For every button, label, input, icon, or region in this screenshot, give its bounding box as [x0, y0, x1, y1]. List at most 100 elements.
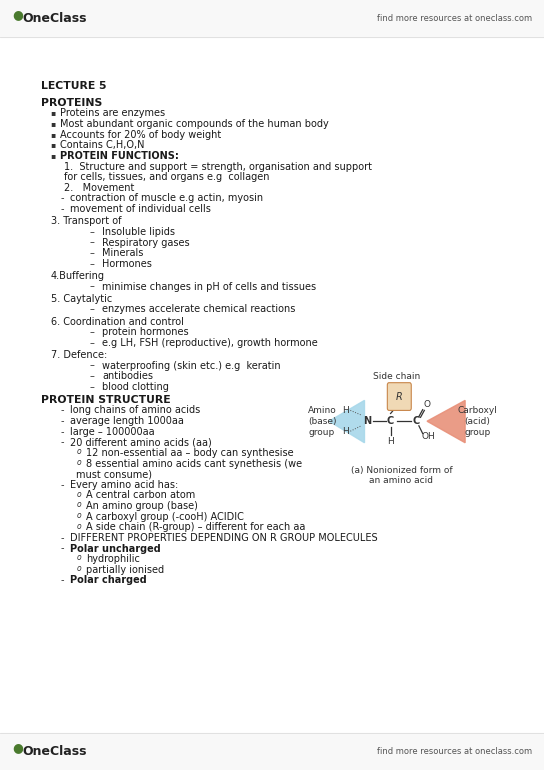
Text: movement of individual cells: movement of individual cells [70, 204, 211, 214]
Text: R: R [396, 392, 403, 401]
Text: ▪: ▪ [51, 129, 55, 139]
Text: protein hormones: protein hormones [102, 327, 189, 337]
Text: Side chain: Side chain [374, 372, 421, 381]
Text: –: – [90, 227, 95, 237]
Text: o: o [76, 511, 81, 520]
Text: antibodies: antibodies [102, 371, 153, 381]
Text: Every amino acid has:: Every amino acid has: [70, 480, 178, 490]
Text: -: - [61, 437, 64, 447]
Text: N: N [363, 417, 371, 426]
Text: -: - [61, 204, 64, 214]
Text: –: – [90, 338, 95, 348]
Text: –: – [90, 259, 95, 269]
Text: Respiratory gases: Respiratory gases [102, 237, 190, 247]
Text: long chains of amino acids: long chains of amino acids [70, 405, 200, 415]
Text: ●: ● [12, 8, 23, 21]
Text: o: o [76, 500, 81, 509]
Text: OH: OH [422, 432, 436, 441]
Text: for cells, tissues, and organs e.g  collagen: for cells, tissues, and organs e.g colla… [64, 172, 269, 182]
Text: –: – [90, 360, 95, 370]
Text: 6. Coordination and control: 6. Coordination and control [51, 316, 183, 326]
Text: must consume): must consume) [76, 469, 152, 479]
Text: PROTEIN FUNCTIONS:: PROTEIN FUNCTIONS: [60, 151, 180, 161]
Text: Hormones: Hormones [102, 259, 152, 269]
Text: 5. Caytalytic: 5. Caytalytic [51, 293, 112, 303]
Text: Amino
(base)
group: Amino (base) group [308, 406, 336, 437]
Text: –: – [90, 371, 95, 381]
Text: ▪: ▪ [51, 119, 55, 128]
Text: ▪: ▪ [51, 109, 55, 118]
Text: A central carbon atom: A central carbon atom [86, 490, 195, 500]
Text: -: - [61, 193, 64, 203]
Text: contraction of muscle e.g actin, myosin: contraction of muscle e.g actin, myosin [70, 193, 263, 203]
Text: e.g LH, FSH (reproductive), growth hormone: e.g LH, FSH (reproductive), growth hormo… [102, 338, 318, 348]
Text: OneClass: OneClass [23, 12, 88, 25]
Text: 12 non-essential aa – body can synthesise: 12 non-essential aa – body can synthesis… [86, 448, 294, 458]
Text: An amino group (base): An amino group (base) [86, 501, 198, 511]
Text: o: o [76, 564, 81, 573]
Text: C: C [412, 417, 420, 426]
Text: H: H [342, 406, 349, 415]
Text: -: - [61, 533, 64, 543]
Text: ▪: ▪ [51, 151, 55, 160]
Text: o: o [76, 521, 81, 531]
Text: average length 1000aa: average length 1000aa [70, 416, 184, 426]
Text: 2.   Movement: 2. Movement [64, 182, 134, 192]
Text: waterproofing (skin etc.) e.g  keratin: waterproofing (skin etc.) e.g keratin [102, 360, 281, 370]
Text: o: o [76, 447, 81, 456]
Text: (a) Nonionized form of
an amino acid: (a) Nonionized form of an amino acid [351, 466, 452, 485]
Polygon shape [329, 400, 364, 443]
Text: -: - [61, 416, 64, 426]
Text: H: H [387, 437, 394, 446]
Text: 7. Defence:: 7. Defence: [51, 350, 107, 360]
Text: DIFFERENT PROPERTIES DEPENDING ON R GROUP MOLECULES: DIFFERENT PROPERTIES DEPENDING ON R GROU… [70, 533, 378, 543]
Text: –: – [90, 282, 95, 292]
Text: ●: ● [12, 742, 23, 754]
Text: ▪: ▪ [51, 140, 55, 149]
Text: Polar charged: Polar charged [70, 575, 147, 585]
Text: 8 essential amino acids cant synethesis (we: 8 essential amino acids cant synethesis … [86, 458, 302, 468]
Text: find more resources at oneclass.com: find more resources at oneclass.com [377, 747, 532, 756]
Text: o: o [76, 490, 81, 499]
Polygon shape [427, 400, 465, 443]
Text: minimise changes in pH of cells and tissues: minimise changes in pH of cells and tiss… [102, 282, 317, 292]
Text: 4.Buffering: 4.Buffering [51, 271, 104, 281]
Text: PROTEIN STRUCTURE: PROTEIN STRUCTURE [41, 395, 170, 405]
Text: -: - [61, 575, 64, 585]
Text: A side chain (R-group) – different for each aa: A side chain (R-group) – different for e… [86, 522, 305, 532]
Text: o: o [76, 457, 81, 467]
Bar [0, 0, 544, 37]
Text: Most abundant organic compounds of the human body: Most abundant organic compounds of the h… [60, 119, 329, 129]
Text: -: - [61, 405, 64, 415]
Text: 3. Transport of: 3. Transport of [51, 216, 121, 226]
FancyBboxPatch shape [387, 383, 411, 410]
Text: -: - [61, 544, 64, 554]
Text: –: – [90, 304, 95, 314]
Text: Polar uncharged: Polar uncharged [70, 544, 161, 554]
Text: find more resources at oneclass.com: find more resources at oneclass.com [377, 14, 532, 23]
Text: Minerals: Minerals [102, 248, 144, 258]
Text: o: o [76, 554, 81, 562]
Text: blood clotting: blood clotting [102, 382, 169, 392]
Text: Carboxyl
(acid)
group: Carboxyl (acid) group [458, 406, 498, 437]
Text: LECTURE 5: LECTURE 5 [41, 81, 106, 91]
Text: -: - [61, 427, 64, 437]
Text: -: - [61, 480, 64, 490]
Text: Accounts for 20% of body weight: Accounts for 20% of body weight [60, 129, 221, 139]
Text: –: – [90, 327, 95, 337]
Text: Insoluble lipids: Insoluble lipids [102, 227, 175, 237]
Text: A carboxyl group (-cooH) ACIDIC: A carboxyl group (-cooH) ACIDIC [86, 511, 244, 521]
Text: large – 100000aa: large – 100000aa [70, 427, 155, 437]
Text: –: – [90, 248, 95, 258]
Text: H: H [342, 427, 349, 436]
Text: Proteins are enzymes: Proteins are enzymes [60, 109, 165, 119]
Text: O: O [424, 400, 430, 409]
Text: PROTEINS: PROTEINS [41, 98, 102, 108]
Text: OneClass: OneClass [23, 745, 88, 758]
Text: Contains C,H,O,N: Contains C,H,O,N [60, 140, 145, 150]
Text: C: C [387, 417, 394, 426]
Text: partially ionised: partially ionised [86, 564, 164, 574]
Text: 1.  Structure and support = strength, organisation and support: 1. Structure and support = strength, org… [64, 162, 372, 172]
Text: –: – [90, 237, 95, 247]
Text: –: – [90, 382, 95, 392]
